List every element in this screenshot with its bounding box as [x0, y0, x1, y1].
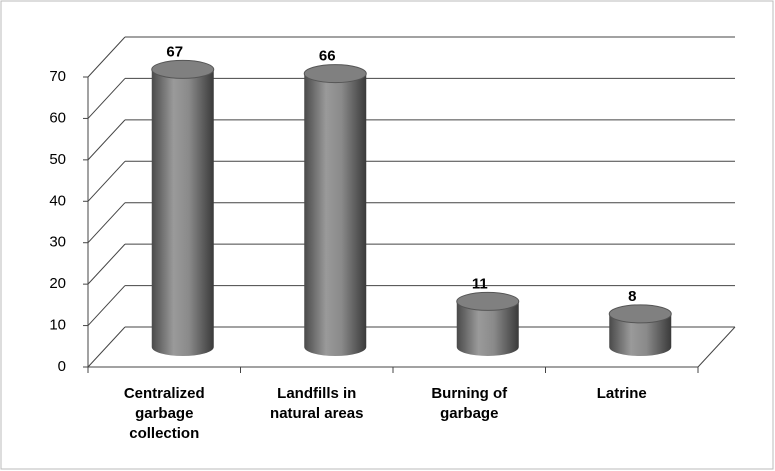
- cylinder: [151, 69, 214, 356]
- grid-line-wall: [87, 119, 126, 161]
- cylinder-top: [608, 304, 672, 324]
- data-label: 11: [472, 275, 488, 292]
- data-label: 66: [319, 48, 336, 65]
- x-tick-label: Centralized garbage collection: [123, 385, 205, 442]
- y-tick-label: 0: [58, 358, 66, 375]
- cylinder: [609, 313, 672, 356]
- cylinder-top: [151, 59, 215, 79]
- x-tick-label: Landfills in natural areas: [270, 385, 364, 422]
- grid-line-wall: [87, 36, 126, 78]
- cylinder: [304, 73, 367, 357]
- cylinder-top: [456, 291, 520, 311]
- y-tick-label: 10: [49, 317, 66, 334]
- grid-line-wall: [87, 326, 126, 368]
- y-tick-label: 60: [49, 109, 66, 126]
- data-label: 8: [628, 288, 636, 305]
- floor-edge: [697, 326, 736, 368]
- x-tick-label: Latrine: [596, 385, 647, 402]
- y-tick-label: 40: [49, 192, 66, 209]
- data-label: 67: [166, 43, 183, 60]
- x-tick-label: Burning of garbage: [431, 385, 508, 422]
- grid-line-wall: [87, 202, 126, 244]
- y-tick-label: 70: [49, 68, 66, 85]
- grid-line-wall: [87, 285, 126, 326]
- grid-line-wall: [87, 160, 126, 202]
- cylinder-top: [303, 64, 367, 84]
- grid-line-wall: [87, 78, 126, 119]
- y-tick-label: 50: [49, 151, 66, 168]
- y-tick-label: 20: [49, 275, 66, 292]
- cylinder: [456, 301, 519, 356]
- y-tick-label: 30: [49, 234, 66, 251]
- grid-line-wall: [87, 243, 126, 285]
